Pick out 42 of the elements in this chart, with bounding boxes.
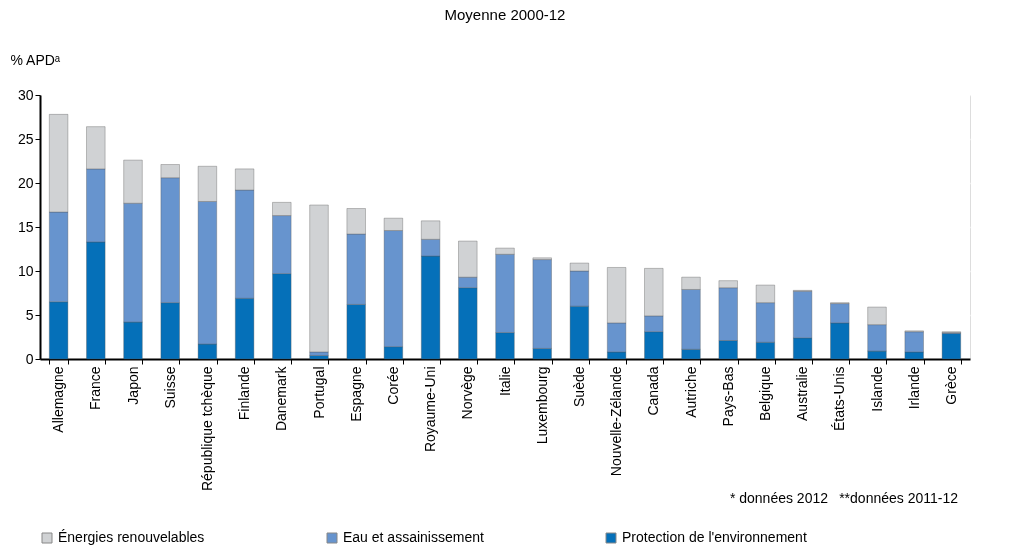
x-tick-label: Belgique xyxy=(756,366,773,421)
x-tick-label: Espagne xyxy=(347,366,364,422)
y-tick-label: 5 xyxy=(25,306,34,323)
legend-label: Protection de l'environnement xyxy=(622,529,807,545)
x-tick-label: Allemagne xyxy=(50,366,67,433)
x-tick-label: Nouvelle-Zélande xyxy=(608,366,625,477)
x-tick-label: Italie xyxy=(496,366,513,397)
y-tick-label: 30 xyxy=(17,86,34,103)
y-tick-label: 25 xyxy=(17,130,34,147)
x-tick-label: Autriche xyxy=(682,366,699,418)
x-tick-label: Suède xyxy=(570,366,587,407)
x-tick-label: Canada xyxy=(645,366,662,416)
text: **données 2011-12 xyxy=(839,490,959,506)
x-tick-label: Irlande xyxy=(905,366,922,410)
y-tick-label: 15 xyxy=(17,218,34,235)
x-tick-label: Luxembourg xyxy=(533,366,550,445)
x-tick-label: Islande xyxy=(868,366,885,412)
y-tick-label: 20 xyxy=(17,174,34,191)
chart-title: Moyenne 2000-12 xyxy=(444,6,566,23)
y-tick-label: 10 xyxy=(17,262,34,279)
legend-label: Énergies renouvelables xyxy=(58,529,205,545)
y-tick-label: 0 xyxy=(25,350,34,367)
bar xyxy=(941,333,961,360)
x-tick-label: Japon xyxy=(124,366,141,405)
y-axis-title: % APDᵃ xyxy=(10,51,61,68)
x-tick-label: République tchèque xyxy=(198,366,215,492)
bar xyxy=(309,204,329,353)
x-tick-label: Pays-Bas xyxy=(719,366,736,427)
x-tick-label: Corée xyxy=(384,366,401,405)
x-tick-label: Danemark xyxy=(273,365,290,432)
x-tick-label: France xyxy=(87,366,104,411)
legend-label: Eau et assainissement xyxy=(343,529,484,545)
x-tick-label: États-Unis xyxy=(831,366,848,432)
x-tick-label: Grèce xyxy=(942,366,959,405)
x-tick-label: Australie xyxy=(794,366,811,421)
x-tick-label: Norvège xyxy=(459,366,476,420)
bar xyxy=(309,355,329,360)
x-tick-label: Finlande xyxy=(236,366,253,421)
x-tick-label: Portugal xyxy=(310,366,327,419)
x-tick-label: Suisse xyxy=(161,366,178,409)
x-tick-label: Royaume-Uni xyxy=(422,366,439,453)
text: * données 2012 xyxy=(729,490,829,506)
